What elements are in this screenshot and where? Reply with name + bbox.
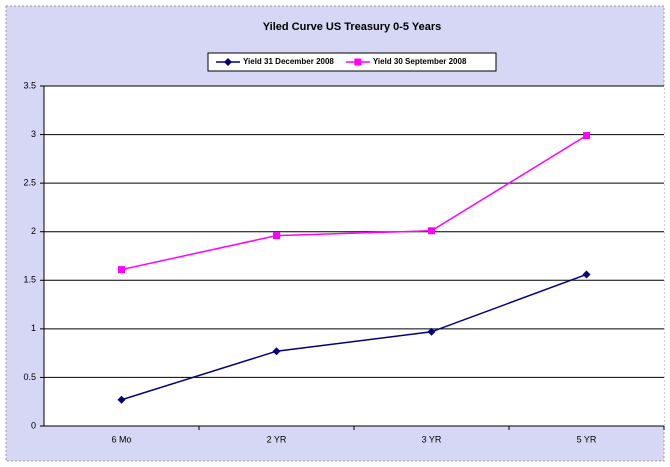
legend-label: Yield 30 September 2008 bbox=[373, 57, 467, 66]
marker bbox=[118, 266, 125, 274]
y-tick-label: 3.5 bbox=[23, 80, 36, 90]
y-tick-label: 2 bbox=[31, 226, 36, 236]
marker bbox=[354, 58, 362, 66]
x-tick-label: 3 YR bbox=[422, 434, 442, 444]
marker bbox=[428, 227, 435, 235]
y-tick-label: 1.5 bbox=[23, 275, 36, 285]
marker bbox=[427, 327, 436, 336]
y-tick-label: 1 bbox=[31, 323, 36, 333]
x-tick-label: 2 YR bbox=[267, 434, 287, 444]
series-line bbox=[121, 134, 587, 271]
y-tick-label: 2.5 bbox=[23, 178, 36, 188]
y-tick-label: 3 bbox=[31, 129, 36, 139]
marker bbox=[117, 395, 126, 404]
marker bbox=[273, 232, 280, 240]
marker bbox=[272, 347, 281, 356]
marker bbox=[583, 132, 590, 140]
chart-title: Yiled Curve US Treasury 0-5 Years bbox=[263, 21, 442, 33]
x-tick-label: 5 YR bbox=[577, 434, 597, 444]
plot-area bbox=[44, 86, 664, 426]
marker bbox=[224, 58, 232, 66]
y-tick-label: 0 bbox=[31, 420, 36, 430]
series-line bbox=[121, 273, 587, 401]
y-tick-label: 0.5 bbox=[23, 372, 36, 382]
x-tick-label: 6 Mo bbox=[111, 434, 131, 444]
marker bbox=[582, 270, 591, 279]
legend-label: Yield 31 December 2008 bbox=[243, 57, 334, 66]
